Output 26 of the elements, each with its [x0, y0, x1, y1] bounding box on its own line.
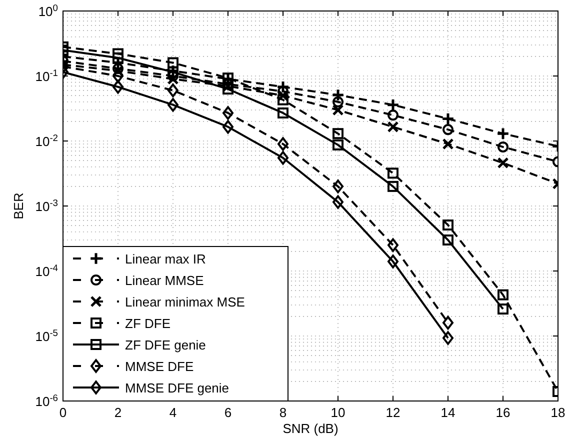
y-axis-title: BER — [11, 192, 26, 220]
legend-label: Linear minimax MSE — [125, 294, 246, 310]
y-tick-label: 10$^{-3}$ — [35, 198, 58, 214]
y-tick-label: 10$^{-4}$ — [35, 263, 58, 279]
x-tick-label: 6 — [224, 405, 232, 420]
legend-label: Linear MMSE — [125, 273, 204, 288]
y-tick-label: 10$^{-6}$ — [35, 393, 58, 409]
x-tick-label: 0 — [59, 405, 67, 420]
x-tick-label: 4 — [169, 405, 177, 420]
y-tick-label: 10$^{-2}$ — [35, 133, 58, 149]
y-tick-label: 10$^{-1}$ — [35, 68, 58, 84]
legend-label: MMSE DFE — [125, 359, 194, 374]
legend-label: MMSE DFE genie — [125, 380, 230, 396]
legend-label: ZF DFE genie — [125, 338, 206, 352]
legend-label: ZF DFE — [125, 316, 171, 331]
x-axis-title: SNR (dB) — [282, 421, 338, 436]
legend-label: Linear max IR — [125, 252, 206, 266]
x-tick-label: 10 — [330, 405, 346, 420]
x-tick-label: 18 — [550, 405, 566, 420]
x-tick-label: 16 — [496, 405, 510, 420]
y-tick-label: 10$^{0}$ — [38, 3, 58, 19]
x-tick-label: 14 — [440, 405, 456, 420]
x-tick-label: 8 — [279, 405, 287, 420]
x-tick-label: 12 — [386, 405, 400, 420]
x-tick-label: 2 — [114, 405, 122, 420]
y-tick-label: 10$^{-5}$ — [35, 328, 58, 344]
